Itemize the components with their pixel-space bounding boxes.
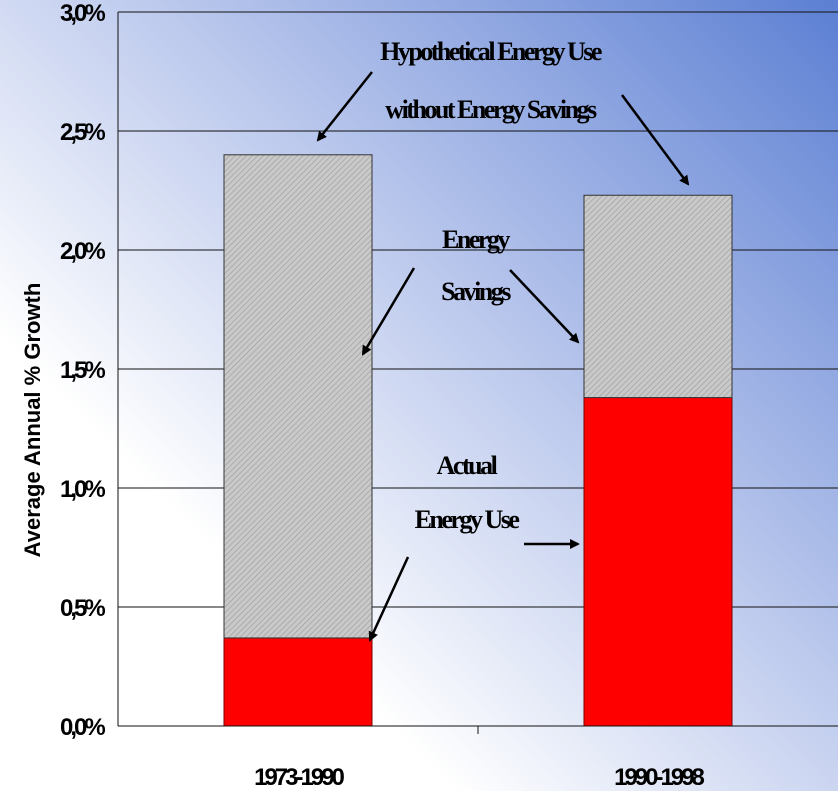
- y-tick-label: 3,0%: [60, 0, 105, 27]
- bar-segment-savings: [583, 194, 733, 399]
- x-tick-label: 1990-1998: [614, 764, 704, 791]
- y-tick-label: 0,0%: [60, 714, 105, 741]
- axes: [117, 12, 838, 734]
- arrow-hypothetical-left: [316, 71, 373, 142]
- arrow-hypothetical-right: [620, 94, 690, 186]
- y-tick-label: 1,5%: [60, 357, 105, 384]
- x-tick-labels: 1973-1990 1990-1998: [254, 764, 707, 791]
- annotation-actual-line1: Actual: [437, 451, 498, 480]
- annotation-hypothetical-line2: without Energy Savings: [385, 95, 597, 124]
- annotation-hypothetical-line1: Hypothetical Energy Use: [380, 37, 602, 66]
- annotation-arrows: [316, 71, 690, 642]
- annotation-savings-line1: Energy: [442, 225, 510, 254]
- annotation-savings-line2: Savings: [441, 277, 511, 306]
- bars: [223, 154, 733, 727]
- y-tick-label: 0,5%: [60, 595, 105, 622]
- arrow-savings-right: [509, 269, 580, 344]
- x-tick-label: 1973-1990: [254, 764, 344, 791]
- arrow-actual-left: [368, 556, 410, 642]
- y-axis-label: Average Annual % Growth: [20, 283, 45, 558]
- bar-segment-actual: [583, 397, 733, 727]
- y-tick-label: 2,0%: [60, 238, 105, 265]
- bar-segment-savings: [223, 154, 373, 639]
- y-tick-label: 2,5%: [60, 119, 105, 146]
- annotation-actual-line2: Energy Use: [415, 505, 520, 534]
- arrow-savings-left: [361, 267, 416, 356]
- bar-segment-actual: [223, 637, 373, 727]
- y-tick-label: 1,0%: [60, 476, 105, 503]
- y-tick-labels: 0,0% 0,5% 1,0% 1,5% 2,0% 2,5% 3,0%: [60, 0, 108, 741]
